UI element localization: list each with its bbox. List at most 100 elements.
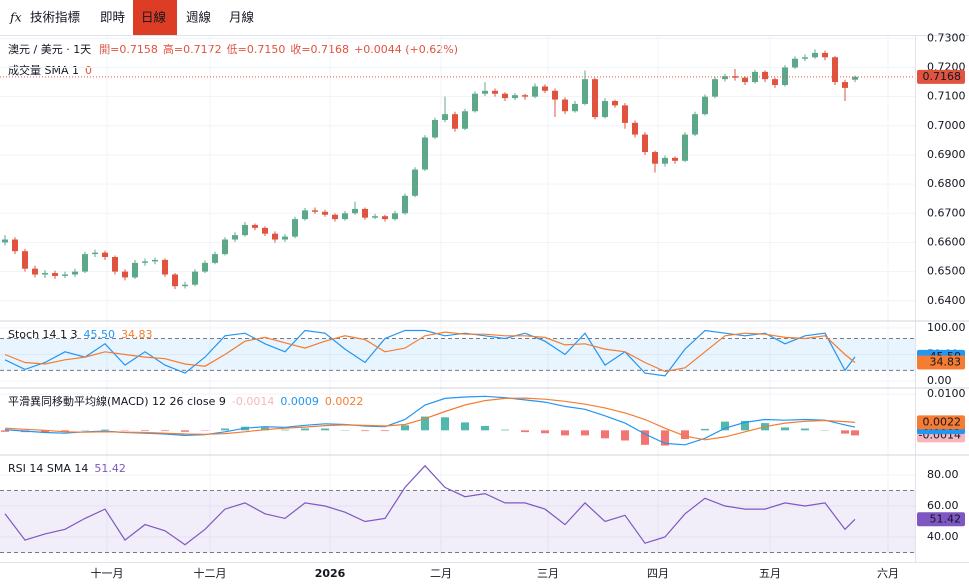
y-tick-label: 0.6700 (927, 206, 966, 219)
y-tick-label: 40.00 (927, 530, 959, 543)
candle-body (262, 227, 268, 234)
candle-body (802, 57, 808, 59)
histogram-bar (181, 430, 189, 432)
candle-body (602, 101, 608, 118)
candle-body (492, 90, 498, 94)
fx-icon[interactable]: fx (9, 10, 22, 25)
candle-body (232, 235, 238, 240)
band (0, 338, 915, 371)
y-tick-label: 0.6400 (927, 294, 966, 307)
price-badge (917, 415, 965, 430)
legend-value: 51.42 (94, 462, 126, 475)
candle-body (792, 58, 798, 68)
histogram-bar (261, 427, 269, 431)
candle-body (452, 114, 458, 129)
candle-body (592, 79, 598, 118)
histogram-bar (421, 416, 429, 431)
candle-body (762, 71, 768, 80)
x-tick-label: 三月 (537, 567, 559, 580)
y-tick-label: 0.00 (927, 374, 952, 387)
candle-body (222, 239, 228, 255)
toolbar-item[interactable]: 週線 (186, 10, 212, 25)
candle-body (502, 93, 508, 99)
active-tab (133, 0, 177, 35)
pane-legend: RSI 14 SMA 14 51.42 (8, 462, 126, 475)
candle-body (112, 257, 118, 272)
candle-body (322, 211, 328, 215)
candle-body (42, 273, 48, 275)
candle-body (82, 254, 88, 272)
candle-body (642, 134, 648, 153)
candle-body (372, 216, 378, 218)
x-tick-label: 六月 (877, 567, 899, 580)
toolbar-item[interactable]: 日線 (141, 10, 167, 25)
y-tick-label: 80.00 (927, 468, 959, 481)
y-tick-label: 0.0100 (927, 387, 966, 400)
x-tick-label: 十二月 (194, 566, 227, 580)
candle-body (432, 119, 438, 138)
ohlc: 收=0.7168 (290, 42, 349, 56)
histogram-bar (521, 430, 529, 433)
candle-body (772, 79, 778, 85)
toolbar-item[interactable]: 技術指標 (30, 10, 81, 25)
candle-body (342, 213, 348, 220)
candle-body (562, 99, 568, 112)
candle-body (472, 93, 478, 112)
candle-body (672, 157, 678, 161)
histogram-bar (641, 430, 649, 445)
candle-body (692, 114, 698, 135)
y-tick-label: 0.6900 (927, 148, 966, 161)
candle-body (442, 114, 448, 120)
indicator-line (4, 329, 856, 377)
candle-body (172, 274, 178, 287)
candle-body (52, 273, 58, 276)
candle-body (722, 76, 728, 80)
x-tick-label: 四月 (647, 567, 669, 580)
candle-body (622, 105, 628, 123)
candle-body (22, 251, 28, 269)
histogram-bar (801, 428, 809, 431)
toolbar-item[interactable]: 即時 (100, 10, 126, 25)
symbol: 澳元 / 美元 · 1天 (8, 43, 91, 56)
candle-body (212, 254, 218, 263)
candle-body (612, 101, 618, 106)
histogram-bar (481, 425, 489, 431)
candle-body (752, 71, 758, 83)
candle-body (702, 96, 708, 115)
candle-body (842, 82, 848, 88)
y-tick-label: 0.6500 (927, 265, 966, 278)
histogram-bar (541, 430, 549, 434)
candle-body (652, 152, 658, 164)
candle-body (122, 271, 128, 278)
candle-body (202, 262, 208, 272)
y-tick-label: 0.7300 (927, 31, 966, 44)
candle-body (2, 239, 8, 243)
indicator-line (4, 395, 856, 446)
candle-body (742, 77, 748, 83)
candle-body (662, 157, 668, 164)
legend-value: 0.0022 (325, 395, 364, 408)
candle-body (162, 259, 168, 275)
x-tick-label: 2026 (315, 567, 346, 580)
candle-body (152, 259, 158, 262)
toolbar-item[interactable]: 月線 (229, 10, 255, 25)
legend-value: 45.50 (84, 328, 116, 341)
pane-legend: Stoch 14 1 3 45.50 34.83 (8, 328, 153, 341)
candle-body (292, 219, 298, 237)
candle-body (282, 236, 288, 240)
y-tick-label: 0.6800 (927, 177, 966, 190)
candle-body (812, 52, 818, 58)
histogram-bar (61, 430, 69, 432)
histogram-bar (281, 429, 289, 431)
histogram-bar (1, 430, 9, 432)
candle-body (182, 284, 188, 287)
histogram-bar (361, 430, 369, 432)
candle-body (782, 67, 788, 85)
pane-legend: 平滑異同移動平均線(MACD) 12 26 close 9 -0.0014 0.00… (8, 394, 363, 408)
candle-body (102, 252, 108, 258)
candle-body (832, 57, 838, 83)
histogram-bar (581, 430, 589, 436)
candle-body (402, 195, 408, 214)
candle-body (482, 90, 488, 94)
